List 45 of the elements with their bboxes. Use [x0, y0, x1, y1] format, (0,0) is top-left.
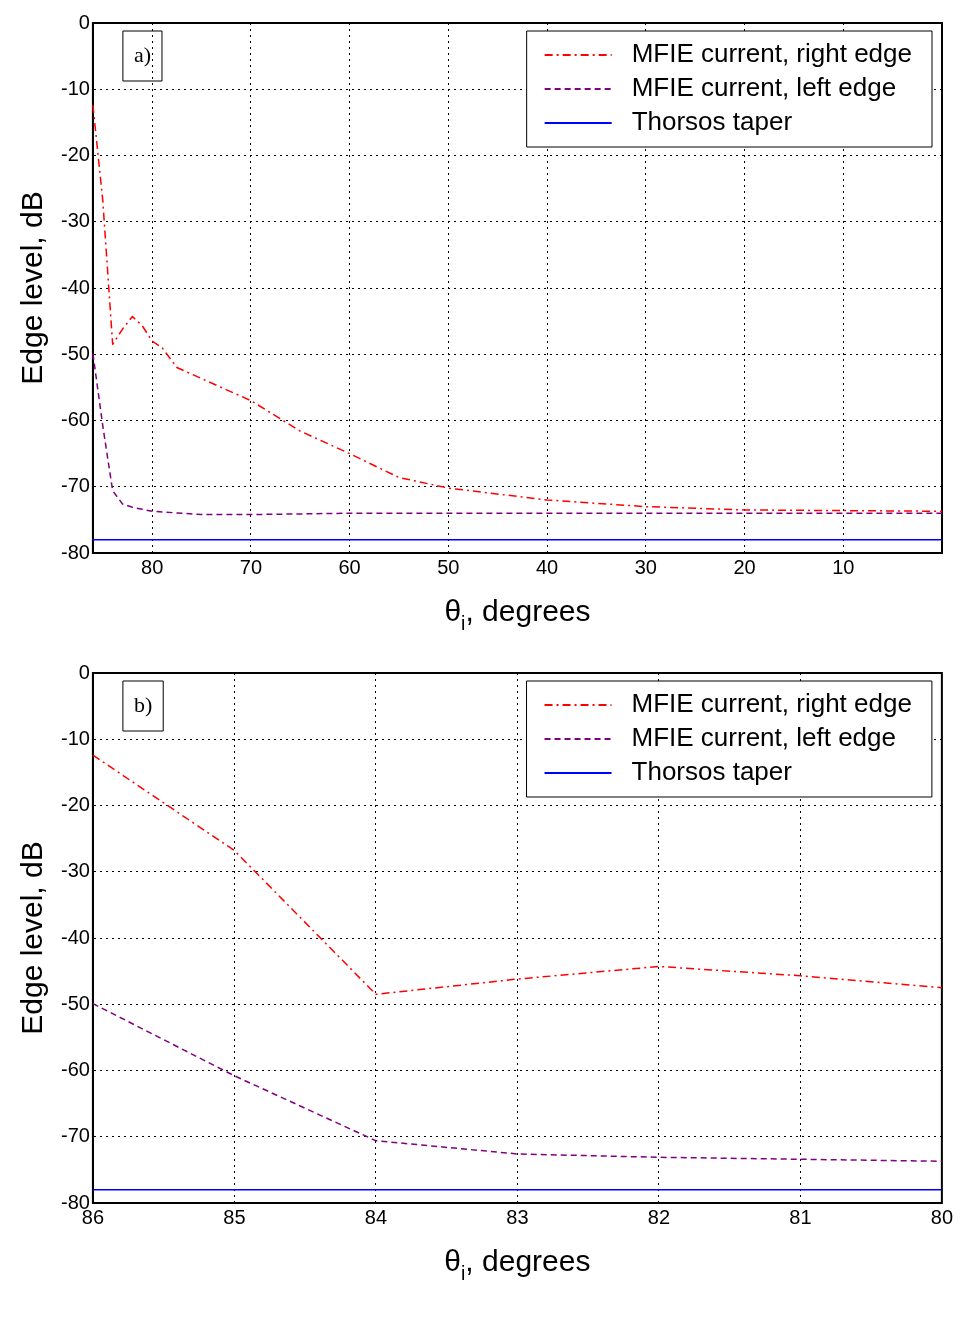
legend-label: MFIE current, left edge — [631, 722, 896, 753]
y-tick-label: -30 — [61, 209, 90, 232]
line-series — [92, 1002, 943, 1163]
x-tick-label: 30 — [634, 555, 657, 578]
line-series — [92, 754, 943, 996]
y-tick-label: 0 — [78, 10, 90, 33]
y-tick-label: -20 — [61, 143, 90, 166]
x-tick-label: 40 — [535, 555, 559, 578]
x-tick-label: 82 — [647, 1205, 671, 1228]
x-tick-label: 60 — [338, 555, 361, 578]
y-tick-label: 0 — [78, 660, 90, 683]
y-tick-label: -10 — [61, 76, 90, 99]
y-tick-label: -70 — [61, 1124, 90, 1147]
x-tick-label: 10 — [832, 555, 855, 578]
x-tick-label: 81 — [789, 1205, 812, 1228]
x-tick-label: 84 — [364, 1205, 388, 1228]
y-axis-title: Edge level, dB — [15, 841, 48, 1035]
annotation: a) — [133, 41, 151, 67]
legend-label: MFIE current, right edge — [631, 688, 912, 719]
annotation: b) — [133, 691, 153, 717]
legend-label: Thorsos taper — [631, 756, 793, 787]
legend-label: MFIE current, left edge — [631, 72, 897, 103]
line-series — [92, 352, 943, 516]
x-tick-label: 80 — [930, 1205, 953, 1228]
x-tick-label: 70 — [239, 555, 262, 578]
x-tick-label: 50 — [437, 555, 460, 578]
y-tick-label: -60 — [61, 408, 90, 431]
y-tick-label: -50 — [61, 991, 90, 1014]
y-tick-label: -50 — [61, 341, 90, 364]
line-series — [92, 104, 943, 513]
y-tick-label: -30 — [61, 859, 90, 882]
y-tick-label: -10 — [61, 726, 90, 749]
legend-label: MFIE current, right edge — [631, 38, 913, 69]
x-tick-label: 80 — [141, 555, 164, 578]
y-tick-label: -20 — [61, 793, 90, 816]
y-axis-title: Edge level, dB — [15, 191, 48, 385]
x-tick-label: 85 — [223, 1205, 246, 1228]
x-tick-label: 83 — [506, 1205, 529, 1228]
y-tick-label: -70 — [61, 474, 90, 497]
y-tick-label: -60 — [61, 1058, 90, 1081]
y-tick-label: -80 — [61, 540, 90, 563]
x-tick-label: 20 — [733, 555, 756, 578]
y-tick-label: -40 — [61, 925, 90, 948]
y-tick-label: -40 — [61, 275, 90, 298]
legend-label: Thorsos taper — [631, 106, 793, 137]
